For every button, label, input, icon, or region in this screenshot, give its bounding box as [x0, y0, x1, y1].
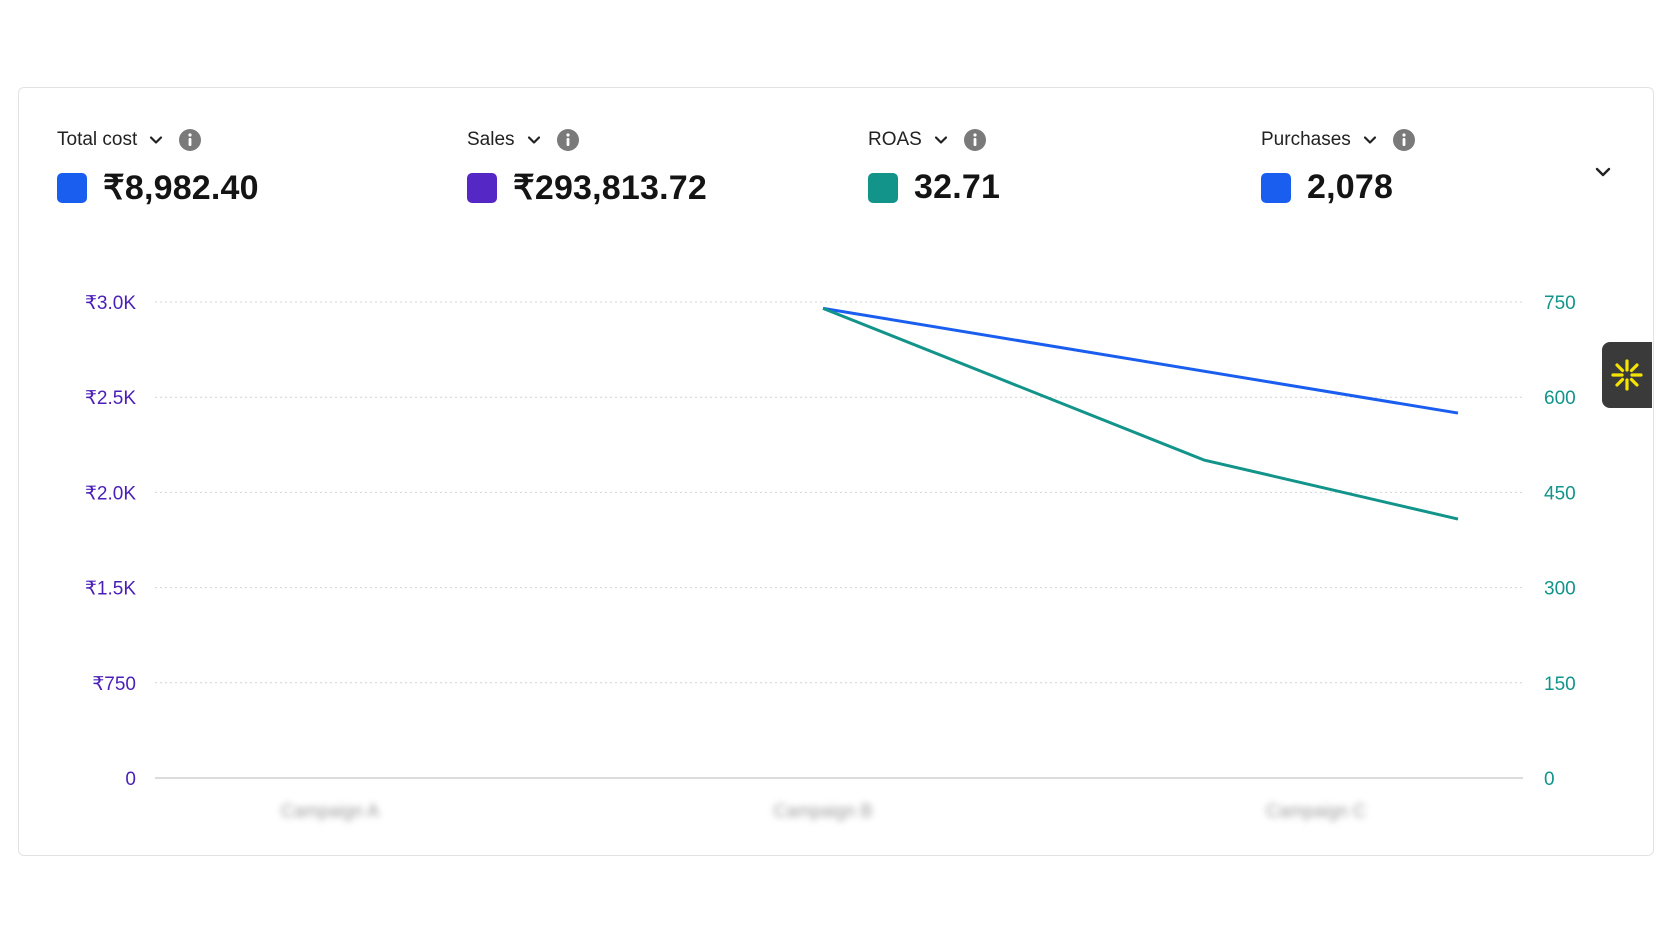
metric-label: Purchases [1261, 129, 1351, 150]
info-icon[interactable] [1392, 129, 1415, 151]
y-left-tick-label: ₹750 [92, 674, 136, 695]
metric-value: 2,078 [1307, 168, 1394, 206]
y-left-tick-label: ₹2.0K [85, 483, 137, 504]
series-swatch[interactable] [467, 173, 497, 203]
chevron-down-icon[interactable] [934, 133, 948, 147]
y-left-tick-label: ₹1.5K [85, 579, 137, 600]
series-swatch[interactable] [868, 172, 898, 203]
y-right-tick-label: 750 [1544, 293, 1576, 314]
y-right-tick-label: 0 [1544, 769, 1555, 790]
metric-value: 32.71 [914, 168, 1001, 206]
metric-value: ₹8,982.40 [103, 169, 259, 207]
metric-label: Total cost [57, 129, 138, 150]
chevron-down-icon[interactable] [527, 133, 541, 147]
info-icon[interactable] [179, 129, 202, 151]
metrics-chart-card: Total cost ₹8,982.40 Sales ₹293,813.72 [18, 87, 1654, 856]
series-line-2 [822, 306, 1459, 521]
y-right-tick-label: 300 [1544, 579, 1576, 600]
metric-sales: Sales ₹293,813.72 [467, 128, 707, 208]
expand-chevron-icon[interactable] [1589, 158, 1617, 186]
metric-label: ROAS [868, 129, 922, 150]
metric-value: ₹293,813.72 [513, 169, 707, 207]
series-line-1 [822, 306, 1459, 415]
chevron-down-icon[interactable] [149, 133, 163, 147]
series-swatch[interactable] [1261, 172, 1291, 203]
x-tick-label: Campaign B [773, 801, 872, 821]
y-right-tick-label: 150 [1544, 674, 1576, 695]
assistant-widget-button[interactable] [1602, 342, 1652, 408]
info-icon[interactable] [556, 129, 579, 151]
metric-purchases: Purchases 2,078 [1261, 128, 1415, 207]
metric-label: Sales [467, 129, 515, 150]
metric-total-cost: Total cost ₹8,982.40 [57, 128, 259, 208]
series-swatch[interactable] [57, 173, 87, 203]
y-left-tick-label: ₹3.0K [85, 293, 137, 314]
y-left-tick-label: ₹2.5K [85, 388, 137, 409]
y-right-tick-label: 600 [1544, 388, 1576, 409]
y-right-tick-label: 450 [1544, 483, 1576, 504]
x-tick-label: Campaign C [1266, 801, 1366, 821]
chevron-down-icon[interactable] [1363, 133, 1377, 147]
sparkle-icon [1611, 359, 1643, 391]
y-left-tick-label: 0 [125, 769, 136, 790]
x-tick-label: Campaign A [281, 801, 379, 821]
info-icon[interactable] [963, 129, 986, 151]
metric-roas: ROAS 32.71 [868, 128, 1000, 207]
